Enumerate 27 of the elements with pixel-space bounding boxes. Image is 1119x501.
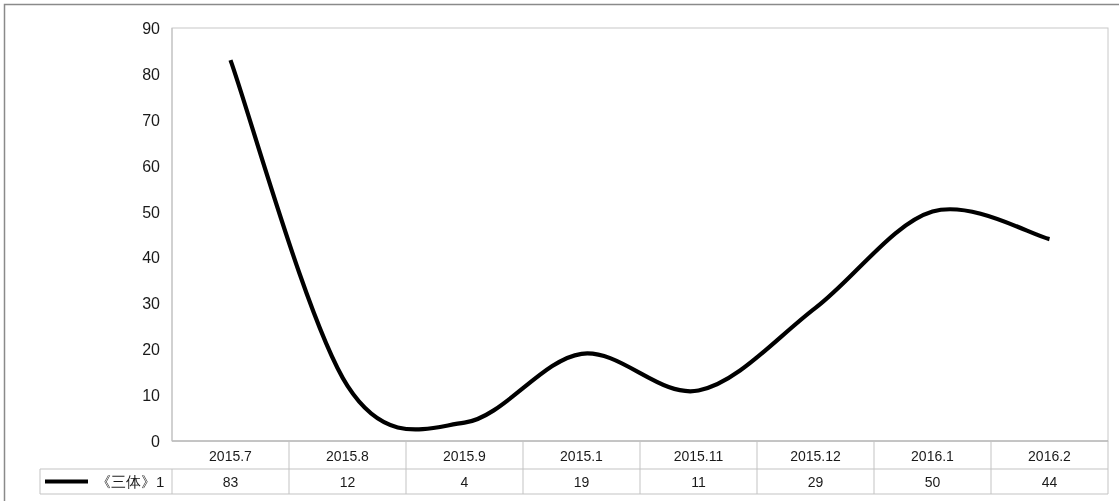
y-tick-label: 60 — [142, 157, 161, 175]
x-tick-label: 2015.8 — [326, 448, 370, 464]
legend-label: 《三体》1 — [96, 472, 165, 490]
y-tick-label: 10 — [142, 387, 161, 405]
data-label: 50 — [924, 473, 941, 490]
y-tick-label: 20 — [142, 341, 161, 359]
x-tick-label: 2016.1 — [911, 448, 955, 464]
y-tick-label: 40 — [142, 249, 161, 267]
data-label: 11 — [691, 473, 706, 490]
data-label: 19 — [573, 473, 590, 490]
x-tick-label: 2015.12 — [790, 448, 842, 464]
data-label: 12 — [339, 473, 356, 490]
y-tick-label: 30 — [142, 295, 161, 313]
data-label: 4 — [460, 473, 469, 490]
x-tick-label: 2015.11 — [673, 448, 724, 464]
y-tick-label: 80 — [142, 65, 161, 83]
y-tick-label: 0 — [151, 433, 161, 450]
x-tick-label: 2015.9 — [443, 448, 487, 464]
data-label: 44 — [1041, 473, 1058, 490]
x-tick-label: 2015.1 — [560, 448, 604, 464]
data-label: 29 — [807, 473, 824, 490]
x-tick-label: 2016.2 — [1028, 448, 1072, 464]
x-tick-label: 2015.7 — [209, 448, 253, 464]
data-label: 83 — [222, 473, 239, 490]
y-tick-label: 50 — [142, 203, 161, 221]
y-tick-label: 90 — [142, 20, 161, 37]
y-tick-label: 70 — [142, 111, 161, 129]
